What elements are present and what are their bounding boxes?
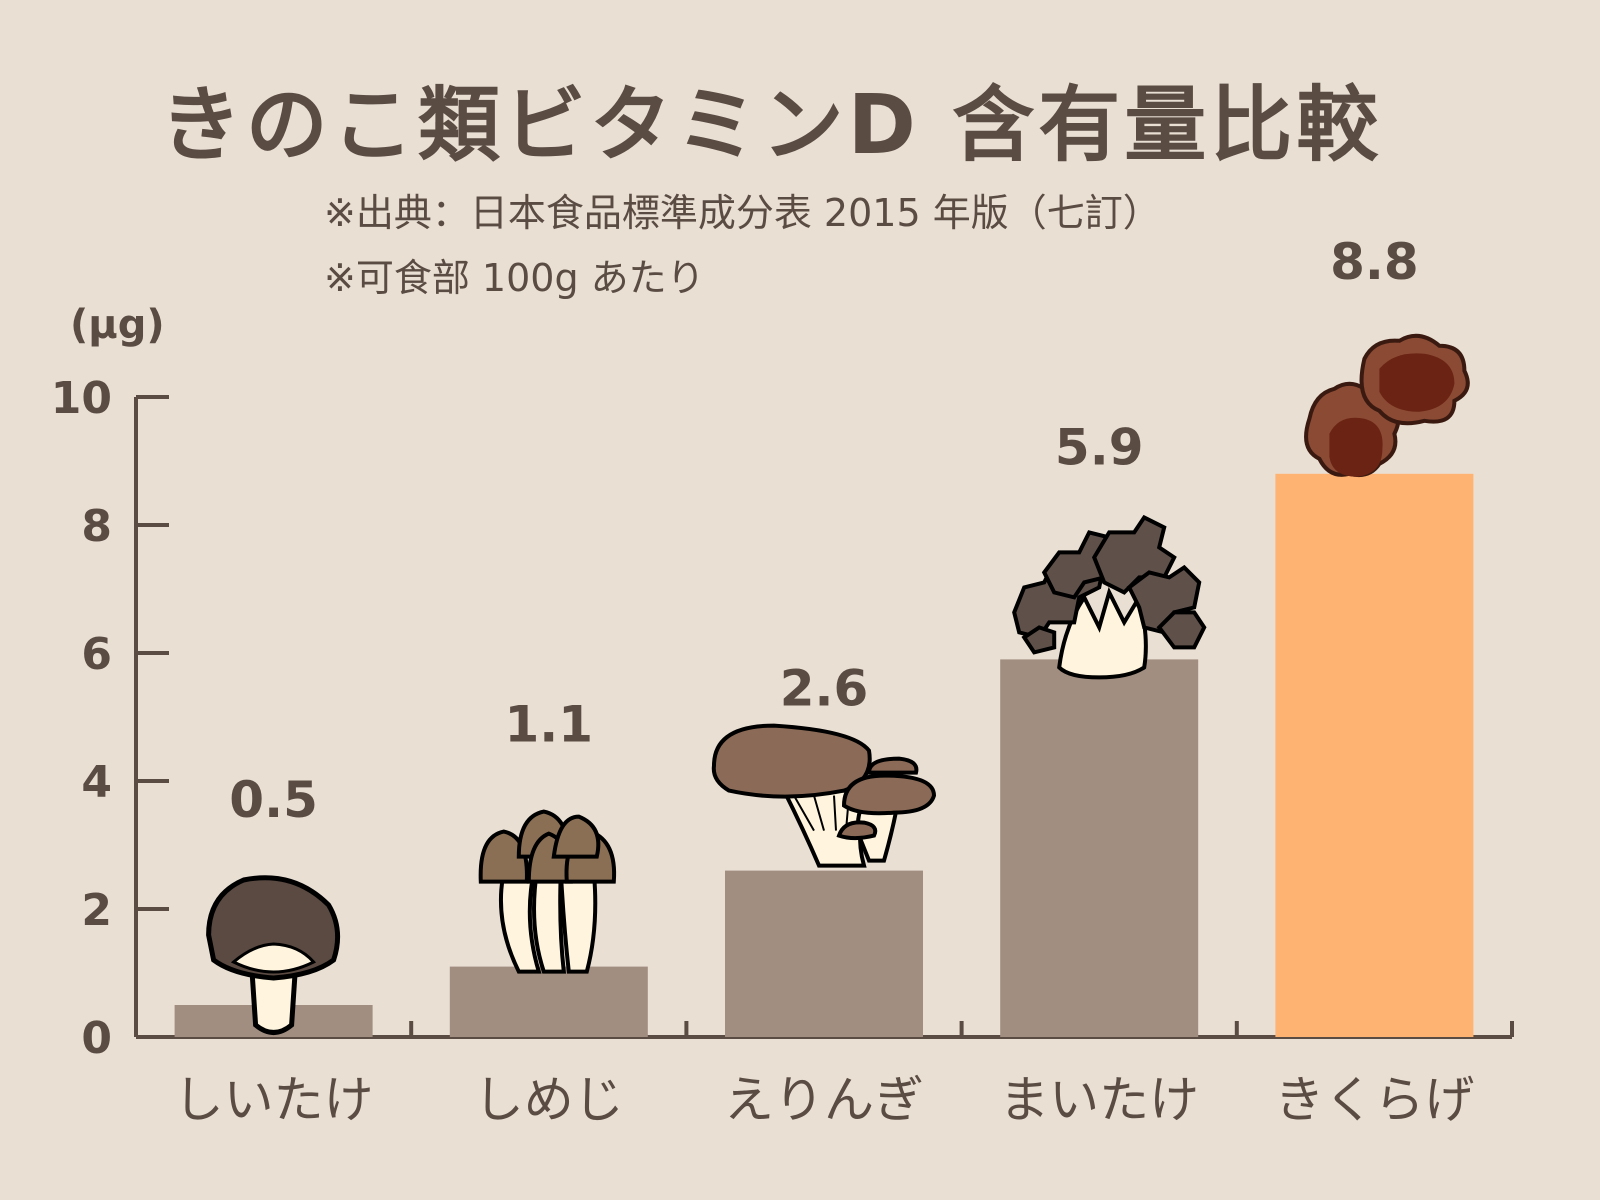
y-tick-label: 0 (81, 1013, 112, 1064)
y-tick-label: 4 (81, 757, 112, 808)
kikurage-icon (1304, 333, 1470, 479)
bar (449, 966, 648, 1037)
value-label: 2.6 (780, 660, 869, 718)
labels: 0.5 しいたけ 1.1 しめじ 2.6 えりんぎ 5.9 まいたけ 8.8 きくらげ (174, 233, 1475, 1129)
portion-note: ※可食部 100g あたり (324, 256, 705, 300)
eringi-icon (711, 723, 936, 868)
value-label: 0.5 (229, 771, 318, 829)
value-label: 1.1 (505, 696, 594, 754)
category-label: きくらげ (1274, 1071, 1474, 1129)
category-label: まいたけ (999, 1071, 1199, 1129)
y-axis-unit: (μg) (70, 302, 165, 348)
value-label: 5.9 (1055, 418, 1144, 476)
source-note: ※出典：日本食品標準成分表 2015 年版（七訂） (324, 191, 1161, 235)
category-label: しめじ (474, 1071, 624, 1129)
bar (1275, 473, 1474, 1037)
category-label: えりんぎ (724, 1071, 924, 1129)
category-label: しいたけ (174, 1071, 374, 1129)
y-tick-label: 6 (81, 629, 112, 680)
bar (1000, 659, 1199, 1037)
chart-title: きのこ類ビタミンD 含有量比較 (160, 78, 1383, 173)
maitake-icon (1012, 515, 1207, 680)
y-tick-label: 2 (81, 885, 112, 936)
shimeji-icon (478, 809, 617, 974)
bar (725, 870, 923, 1037)
value-label: 8.8 (1330, 233, 1419, 291)
y-tick-label: 10 (51, 373, 112, 424)
bars (174, 473, 1474, 1037)
y-tick-label: 8 (81, 501, 112, 552)
